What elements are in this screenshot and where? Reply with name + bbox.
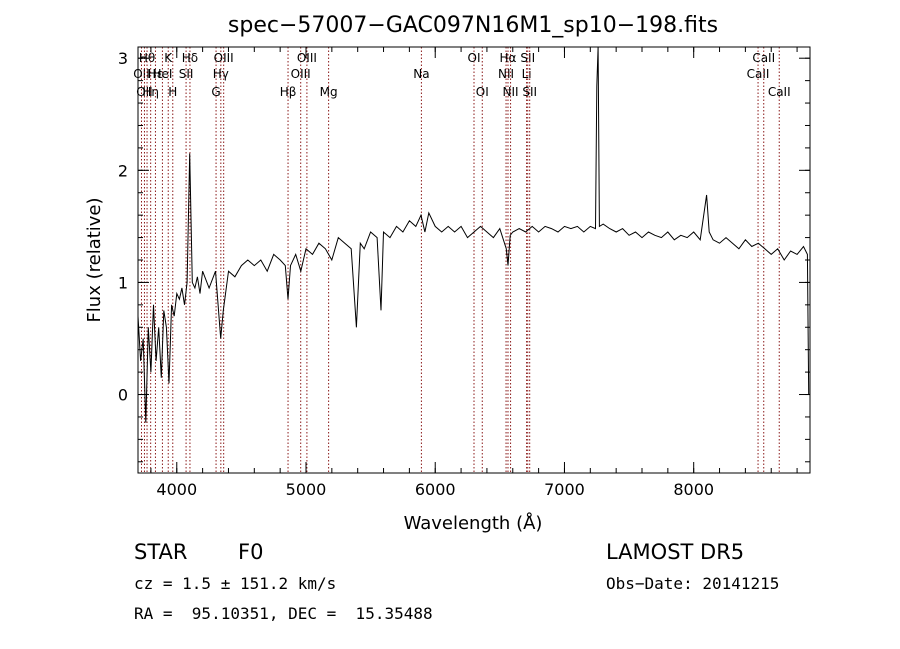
line-label-19: OI: [476, 85, 489, 99]
line-label-22: NII: [503, 85, 519, 99]
sky-coordinates: RA = 95.10351, DEC = 15.35488: [134, 604, 433, 623]
object-subclass: F0: [238, 540, 264, 564]
chart-title: spec−57007−GAC097N16M1_sp10−198.fits: [228, 13, 718, 38]
line-label-3: Hη: [142, 85, 159, 99]
line-label-0: OII: [133, 67, 150, 81]
line-label-23: Li: [522, 67, 532, 81]
spectral-lines: OIIOIIHθHηHεHeIKHSIIHδGHγOIIIHβOIIIOIIIM…: [133, 47, 791, 473]
y-tick-label: 0: [118, 386, 128, 405]
line-label-9: Hδ: [182, 51, 198, 65]
x-tick-label: 7000: [544, 480, 585, 499]
x-tick-label: 4000: [156, 480, 197, 499]
line-label-10: G: [211, 85, 220, 99]
observation-date: Obs−Date: 20141215: [606, 574, 780, 593]
line-label-20: NII: [498, 67, 514, 81]
line-label-14: OIII: [291, 67, 311, 81]
line-label-16: Mg: [320, 85, 338, 99]
line-label-21: Hα: [500, 51, 517, 65]
line-label-5: HeI: [152, 67, 172, 81]
object-class: STAR: [134, 540, 188, 564]
x-tick-label: 8000: [673, 480, 714, 499]
flux-series: [137, 46, 810, 423]
x-axis-label: Wavelength (Å): [404, 512, 543, 534]
line-label-12: OIII: [214, 51, 234, 65]
line-label-6: K: [164, 51, 173, 65]
line-label-24: SII: [520, 51, 535, 65]
y-tick-label: 2: [118, 161, 128, 180]
line-label-25: SII: [522, 85, 537, 99]
line-label-18: OI: [468, 51, 481, 65]
line-label-15: OIII: [297, 51, 317, 65]
line-label-27: CaII: [752, 51, 775, 65]
line-label-4: Hε: [148, 67, 164, 81]
x-tick-label: 5000: [286, 480, 327, 499]
line-label-28: CaII: [768, 85, 791, 99]
survey-name: LAMOST DR5: [606, 540, 745, 564]
y-axis-label: Flux (relative): [84, 197, 105, 322]
line-label-1: OII: [136, 85, 153, 99]
line-label-13: Hβ: [280, 85, 297, 99]
line-label-26: CaII: [747, 67, 770, 81]
x-tick-label: 6000: [415, 480, 456, 499]
line-label-11: Hγ: [213, 67, 229, 81]
line-label-7: H: [168, 85, 177, 99]
redshift-velocity: cz = 1.5 ± 151.2 km/s: [134, 574, 337, 593]
line-label-17: Na: [413, 67, 429, 81]
axes: 4000 5000 6000 7000 8000 0 1 2 3: [118, 47, 810, 499]
line-label-8: SII: [179, 67, 194, 81]
y-tick-label: 1: [118, 273, 128, 292]
flux-line-0: [137, 46, 810, 423]
y-tick-label: 3: [118, 49, 128, 68]
